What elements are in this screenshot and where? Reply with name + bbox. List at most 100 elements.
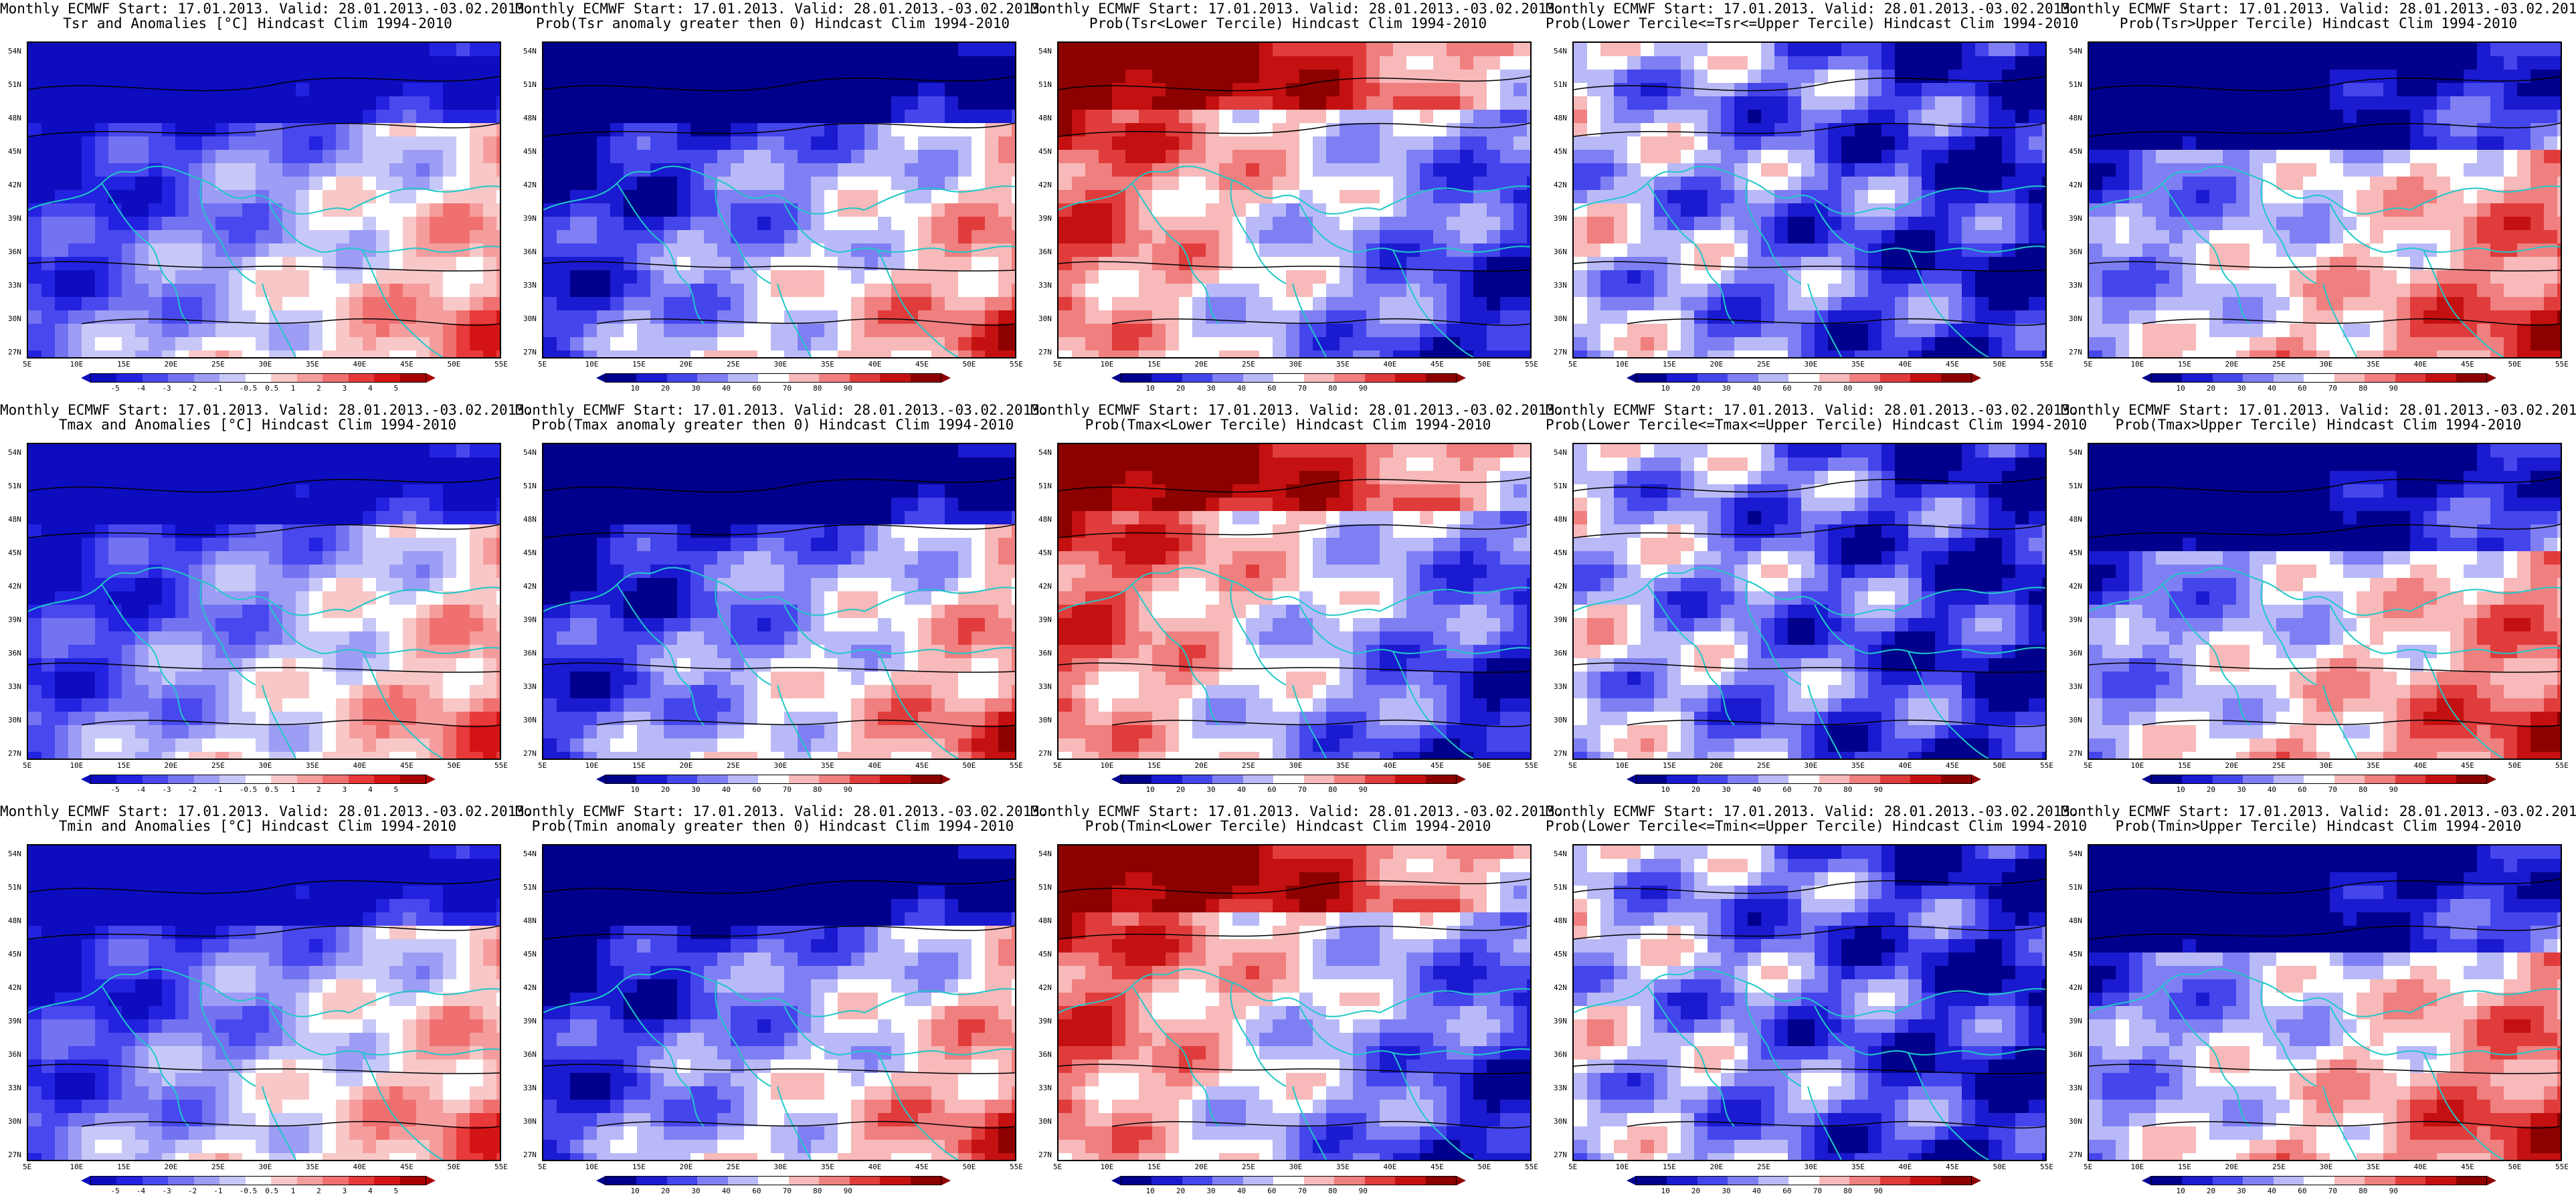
field-cell	[1815, 350, 1829, 357]
field-cell	[95, 471, 109, 485]
field-cell	[1694, 324, 1708, 338]
field-cell	[2370, 337, 2384, 351]
field-cell	[2370, 297, 2384, 311]
field-cell	[1112, 150, 1126, 164]
field-cell	[55, 83, 69, 97]
field-cell	[2343, 350, 2357, 357]
field-cell	[1487, 43, 1501, 57]
field-cell	[1192, 284, 1206, 298]
field-cell	[1406, 110, 1420, 124]
field-cell	[931, 284, 945, 298]
field-cell	[2249, 150, 2264, 164]
field-cell	[1828, 70, 1842, 84]
field-cell	[1895, 136, 1909, 150]
field-cell	[1420, 96, 1434, 110]
field-cell	[1313, 136, 1327, 150]
colorbar-swatch	[2212, 374, 2243, 382]
field-cell	[108, 177, 122, 191]
field-cell	[269, 458, 283, 472]
field-cell	[1012, 177, 1015, 191]
field-cell	[41, 458, 56, 472]
field-cell	[771, 123, 785, 137]
field-cell	[624, 284, 638, 298]
panel-tsr-mid: Monthly ECMWF Start: 17.01.2013. Valid: …	[1546, 0, 2079, 401]
field-cell	[1828, 150, 1842, 164]
field-cell	[1099, 56, 1113, 70]
field-cell	[744, 136, 758, 150]
field-cell	[2330, 270, 2344, 284]
field-cell	[972, 190, 986, 204]
field-cell	[470, 56, 484, 70]
field-cell	[1259, 350, 1273, 357]
field-cell	[2029, 270, 2043, 284]
field-cell	[389, 70, 403, 84]
field-cell	[1667, 43, 1681, 57]
field-cell	[931, 70, 945, 84]
field-cell	[2544, 350, 2558, 357]
field-cell	[664, 56, 678, 70]
field-cell	[972, 83, 986, 97]
field-cell	[1393, 284, 1407, 298]
field-cell	[2015, 70, 2029, 84]
field-cell	[82, 243, 96, 258]
field-cell	[323, 511, 337, 525]
field-cell	[1112, 297, 1126, 311]
field-cell	[389, 524, 403, 538]
field-cell	[470, 150, 484, 164]
field-cell	[68, 70, 82, 84]
field-cell	[1734, 337, 1748, 351]
field-cell	[149, 163, 163, 177]
field-cell	[403, 190, 417, 204]
field-cell	[891, 163, 905, 177]
field-cell	[189, 83, 203, 97]
field-cell	[624, 337, 638, 351]
field-cell	[189, 324, 203, 338]
field-cell	[215, 458, 229, 472]
field-cell	[664, 337, 678, 351]
field-cell	[1614, 56, 1628, 70]
lon-label: 35E	[1336, 360, 1350, 369]
field-cell	[891, 337, 905, 351]
field-cell	[2357, 203, 2371, 217]
field-cell	[771, 177, 785, 191]
field-cell	[2002, 324, 2016, 338]
field-cell	[1881, 43, 1896, 57]
field-cell	[456, 471, 470, 485]
field-cell	[1600, 150, 1615, 164]
field-cell	[296, 444, 310, 458]
field-cell	[2531, 257, 2545, 271]
field-cell	[2343, 230, 2357, 244]
field-cell	[1406, 297, 1420, 311]
field-cell	[2029, 324, 2043, 338]
field-cell	[811, 123, 825, 137]
field-cell	[1420, 163, 1434, 177]
lon-label: 10E	[1100, 360, 1114, 369]
field-cell	[215, 56, 229, 70]
field-cell	[82, 83, 96, 97]
field-cell	[175, 524, 189, 538]
field-cell	[483, 511, 497, 525]
field-cell	[55, 96, 69, 110]
field-cell	[349, 337, 363, 351]
field-cell	[82, 458, 96, 472]
field-cell	[878, 297, 892, 311]
field-cell	[2504, 257, 2518, 271]
field-cell	[597, 56, 611, 70]
field-cell	[336, 83, 350, 97]
field-cell	[664, 324, 678, 338]
field-cell	[557, 83, 571, 97]
field-cell	[985, 123, 999, 137]
field-cell	[557, 150, 571, 164]
field-cell	[2330, 243, 2344, 258]
field-cell	[1828, 177, 1842, 191]
field-cell	[1815, 217, 1829, 231]
colorbar-swatch	[1182, 374, 1213, 382]
field-cell	[2209, 203, 2223, 217]
field-cell	[1908, 284, 1922, 298]
field-cell	[1139, 297, 1153, 311]
field-cell	[149, 43, 163, 57]
field-cell	[985, 243, 999, 258]
field-cell	[1681, 150, 1695, 164]
field-cell	[1748, 337, 1762, 351]
field-cell	[1286, 110, 1300, 124]
